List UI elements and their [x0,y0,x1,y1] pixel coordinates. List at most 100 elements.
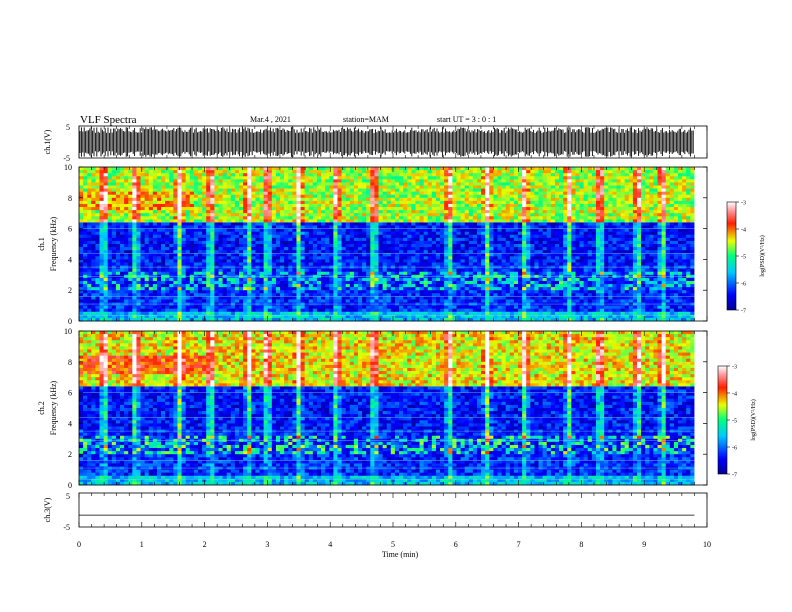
spectrogram-cell [222,290,228,294]
spectrogram-cell [337,216,342,220]
spectrogram-cell [128,244,133,248]
spectrogram-cell [374,290,379,294]
spectrogram-cell [111,216,117,220]
spectrogram-cell [263,287,269,291]
spectrogram-cell [444,311,449,316]
spectrogram-cell [333,194,338,199]
spectrogram-cell [136,271,141,276]
spectrogram-cell [79,197,84,202]
spectrogram-cell [296,305,301,310]
spectrogram-cell [91,167,96,171]
spectrogram-cell [230,280,236,285]
spectrogram-cell [177,194,182,199]
spectrogram-cell [251,308,256,313]
spectrogram-cell [91,268,96,273]
spectrogram-cell [333,314,338,319]
spectrogram-cell [358,253,363,257]
spectrogram-cell [111,311,117,316]
spectrogram-cell [148,305,154,310]
spectrogram-cell [91,228,96,233]
spectrogram-cell [185,222,191,226]
spectrogram-cell [152,305,158,310]
spectrogram-cell [366,179,371,183]
spectrogram-cell [111,173,117,177]
spectrogram-cell [214,299,219,303]
spectrogram-cell [382,314,388,319]
spectrogram-cell [107,308,113,313]
spectrogram-cell [120,191,125,196]
spectrogram-cell [161,287,166,291]
spectrogram-cell [472,262,478,266]
spectrogram-cell [468,244,474,248]
spectrogram-cell [152,191,158,196]
spectrogram-cell [341,210,347,214]
spectrogram-cell [345,237,351,242]
spectrogram-cell [390,197,396,202]
spectrogram-cell [366,234,371,239]
spectrogram-cell [390,213,396,217]
spectrogram-cell [251,262,256,266]
spectrogram-cell [156,287,162,291]
spectrogram-cell [485,253,490,257]
spectrogram-cell [189,210,195,214]
spectrogram-cell [366,284,371,288]
spectrogram-cell [468,317,474,322]
spectrogram-cell [329,222,334,226]
spectrogram-cell [325,216,330,220]
spectrogram-cell [263,290,269,294]
spectrogram-cell [239,213,244,217]
spectrogram-cell [226,244,232,248]
spectrogram-cell [329,216,334,220]
spectrogram-cell [226,188,232,193]
spectrogram-cell [378,237,384,242]
spectrogram-cell [181,262,187,266]
spectrogram-cell [243,277,248,282]
spectrogram-cell [255,185,260,189]
spectrogram-cell [173,167,178,171]
spectrogram-cell [362,247,367,251]
spectrogram-cell [197,213,203,217]
spectrogram-cell [206,296,211,300]
spectrogram-cell [403,305,408,310]
spectrogram-cell [185,314,191,319]
spectrogram-cell [226,308,232,313]
spectrogram-cell [247,234,252,239]
spectrogram-cell [91,280,96,285]
spectrogram-cell [202,234,207,239]
spectrogram-cell [423,271,429,276]
spectrogram-cell [308,284,314,288]
spectrogram-cell [255,240,260,245]
spectrogram-cell [230,231,236,236]
spectrogram-cell [448,237,453,242]
spectrogram-cell [415,234,420,239]
spectrogram-cell [251,244,256,248]
spectrogram-cell [370,308,375,313]
spectrogram-cell [247,284,252,288]
spectrogram-cell [185,247,191,251]
spectrogram-cell [431,293,437,297]
spectrogram-cell [411,167,416,171]
spectrogram-cell [456,225,461,229]
spectrogram-cell [148,173,154,177]
spectrogram-cell [399,240,404,245]
spectrogram-cell [456,216,461,220]
spectrogram-cell [353,284,359,288]
spectrogram-cell [403,277,408,282]
spectrogram-cell [247,250,252,254]
spectrogram-cell [452,207,457,211]
spectrogram-cell [218,308,223,313]
spectrogram-cell [214,280,219,285]
spectrogram-cell [419,284,425,288]
spectrogram-cell [99,277,105,282]
spectrogram-cell [464,277,470,282]
spectrogram-cell [304,188,310,193]
spectrogram-cell [271,185,277,189]
spectrogram-cell [321,197,326,202]
spectrogram-cell [87,271,92,276]
spectrogram-cell [411,290,416,294]
spectrogram-cell [255,311,260,316]
spectrogram-cell [481,228,486,233]
spectrogram-cell [407,182,412,186]
spectrogram-cell [259,179,265,183]
spectrogram-cell [267,234,273,239]
